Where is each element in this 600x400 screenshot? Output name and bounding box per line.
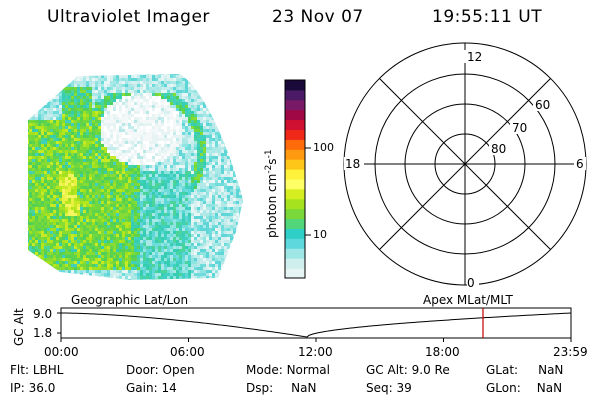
colorbar-label: photon cm-2s-1 (264, 149, 279, 238)
colorbar: 100 10 photon cm-2s-1 (264, 79, 334, 279)
y-tick-9: 9.0 (33, 307, 52, 321)
gain-field: Gain: 14 (126, 381, 177, 395)
colorbar-tick-100: 100 (313, 141, 334, 154)
x-tick-0000: 00:00 (44, 345, 79, 359)
mlt-label-18: 18 (345, 157, 360, 171)
image-date: 23 Nov 07 (272, 7, 364, 27)
mode-field: Mode: Normal (246, 363, 330, 377)
y-tick-1.8: 1.8 (33, 326, 52, 340)
seq-field: Seq: 39 (366, 381, 412, 395)
altitude-timeline: Geographic Lat/Lon Apex MLat/MLT 9.0 1.8… (12, 293, 588, 359)
lat-label-60: 60 (535, 98, 550, 112)
timeline-right-label: Apex MLat/MLT (423, 293, 513, 307)
image-title: Ultraviolet Imager (47, 7, 210, 27)
x-tick-2359: 23:59 (553, 345, 588, 359)
mlt-label-12: 12 (467, 50, 482, 64)
colorbar-tick-10: 10 (313, 228, 327, 241)
x-tick-0600: 06:00 (170, 345, 205, 359)
y-axis-name: GC Alt (12, 308, 26, 346)
polar-grid (343, 42, 587, 286)
mlt-label-0: 0 (467, 276, 475, 290)
lat-label-80: 80 (491, 142, 506, 156)
glon-field: GLon: NaN (486, 381, 563, 395)
ip-field: IP: 36.0 (10, 381, 56, 395)
x-tick-1200: 12:00 (298, 345, 333, 359)
x-tick-1800: 18:00 (425, 345, 460, 359)
gc-alt-field: GC Alt: 9.0 Re (366, 363, 450, 377)
uv-aurora-image (28, 74, 243, 280)
glat-field: GLat: NaN (486, 363, 564, 377)
lat-label-70: 70 (512, 121, 527, 135)
dsp-field: Dsp: NaN (246, 381, 317, 395)
flt-field: Flt: LBHL (10, 363, 64, 377)
door-field: Door: Open (126, 363, 195, 377)
mlt-label-6: 6 (576, 157, 584, 171)
timeline-left-label: Geographic Lat/Lon (71, 293, 188, 307)
image-time: 19:55:11 UT (432, 7, 543, 27)
